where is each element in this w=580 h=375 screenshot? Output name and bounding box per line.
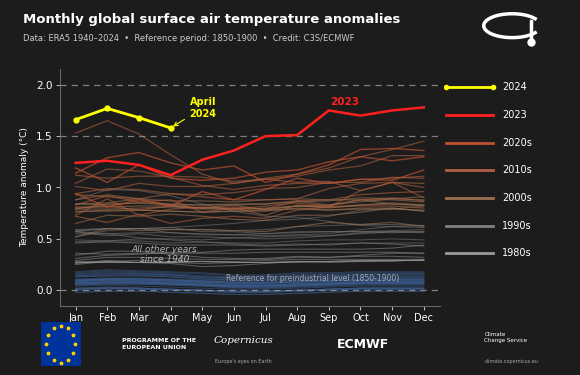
Text: PROGRAMME OF THE
EUROPEAN UNION: PROGRAMME OF THE EUROPEAN UNION xyxy=(122,338,196,350)
Text: April
2024: April 2024 xyxy=(174,97,216,126)
Text: Climate
Change Service: Climate Change Service xyxy=(484,332,527,344)
FancyBboxPatch shape xyxy=(41,322,81,366)
Text: 2024: 2024 xyxy=(502,82,527,92)
Text: All other years
since 1940: All other years since 1940 xyxy=(131,244,197,264)
Text: climate.copernicus.eu: climate.copernicus.eu xyxy=(484,359,538,364)
Text: Reference for preindustrial level (1850-1900): Reference for preindustrial level (1850-… xyxy=(226,274,400,283)
Text: Monthly global surface air temperature anomalies: Monthly global surface air temperature a… xyxy=(23,13,401,26)
Text: 2023: 2023 xyxy=(331,97,360,107)
Text: Europe's eyes on Earth: Europe's eyes on Earth xyxy=(215,359,272,364)
Text: 1990s: 1990s xyxy=(502,221,532,231)
Text: Data: ERA5 1940–2024  •  Reference period: 1850-1900  •  Credit: C3S/ECMWF: Data: ERA5 1940–2024 • Reference period:… xyxy=(23,34,355,43)
Text: ECMWF: ECMWF xyxy=(336,338,389,351)
Text: Copernicus: Copernicus xyxy=(213,336,274,345)
Text: 1980s: 1980s xyxy=(502,249,532,258)
Text: 2023: 2023 xyxy=(502,110,527,120)
Y-axis label: Temperature anomaly (°C): Temperature anomaly (°C) xyxy=(20,128,29,248)
Text: 2010s: 2010s xyxy=(502,165,532,176)
Text: 2020s: 2020s xyxy=(502,138,532,148)
Text: 2000s: 2000s xyxy=(502,193,532,203)
